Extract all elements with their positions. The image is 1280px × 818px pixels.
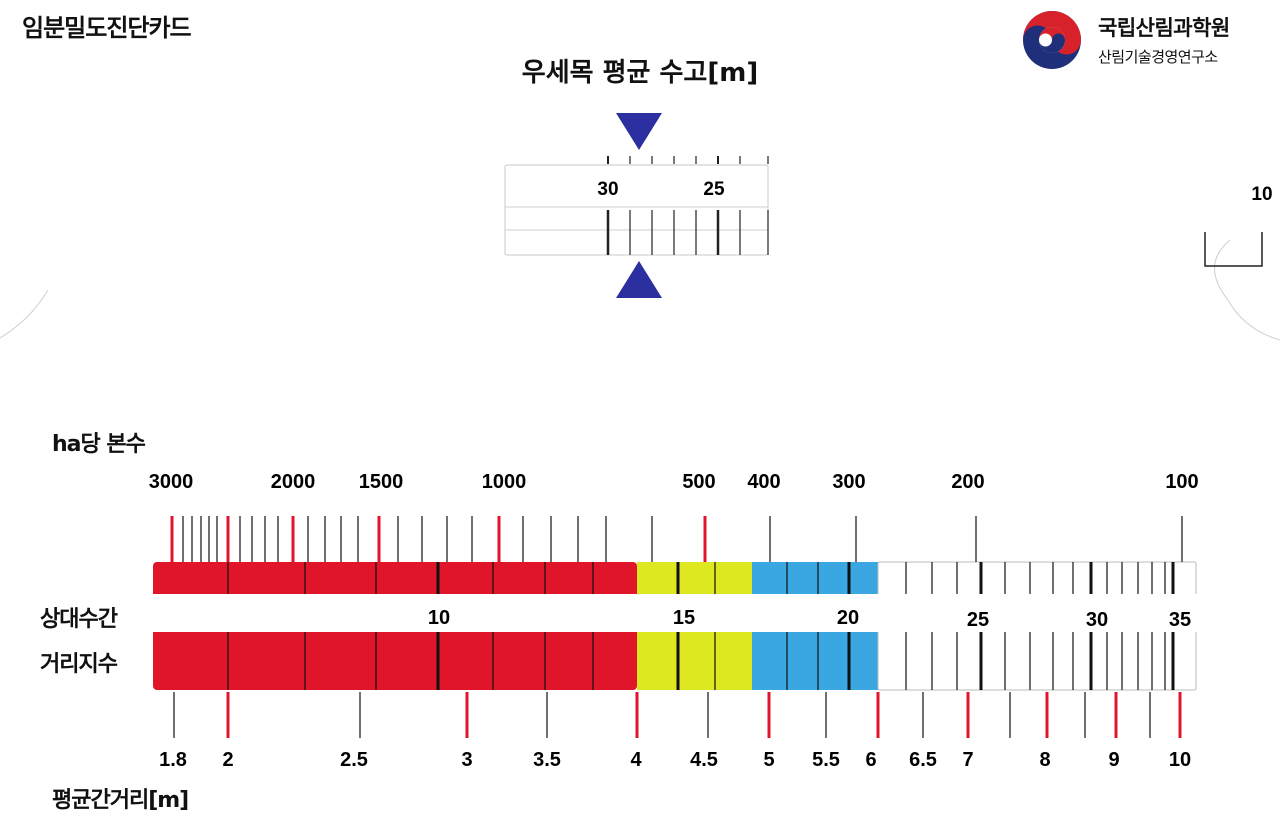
org-name: 국립산림과학원 xyxy=(1098,16,1230,40)
index-label-15: 15 xyxy=(673,607,695,629)
bottom-ticks xyxy=(173,692,1182,738)
bottom-label-8: 8 xyxy=(1039,749,1050,771)
index-label-30: 30 xyxy=(1086,609,1108,631)
trees-per-ha-label: ha당 본수 xyxy=(52,432,146,457)
top-indicator-triangle xyxy=(616,113,662,150)
bottom-label-6: 6 xyxy=(865,749,876,771)
bottom-indicator-triangle xyxy=(616,261,662,298)
index-label-10: 10 xyxy=(428,607,450,629)
band-lines xyxy=(227,562,1175,690)
relative-spacing-label-1: 상대수간 xyxy=(40,607,118,632)
bottom-label-2.5: 2.5 xyxy=(340,749,368,771)
dial-ticks xyxy=(606,156,769,255)
top-label-3000: 3000 xyxy=(149,471,194,493)
bottom-label-5: 5 xyxy=(763,749,774,771)
bottom-label-10: 10 xyxy=(1169,749,1191,771)
bottom-label-3.5: 3.5 xyxy=(533,749,561,771)
bottom-label-1.8: 1.8 xyxy=(159,749,187,771)
top-label-1000: 1000 xyxy=(482,471,527,493)
dial-label-30: 30 xyxy=(597,179,618,200)
top-label-1500: 1500 xyxy=(359,471,404,493)
index-label-25: 25 xyxy=(967,609,989,631)
dial-title: 우세목 평균 수고[m] xyxy=(521,58,759,88)
bottom-label-5.5: 5.5 xyxy=(812,749,840,771)
bottom-label-4.5: 4.5 xyxy=(690,749,718,771)
card-title: 임분밀도진단카드 xyxy=(22,14,192,42)
bottom-label-3: 3 xyxy=(461,749,472,771)
top-label-200: 200 xyxy=(951,471,984,493)
bottom-label-6.5: 6.5 xyxy=(909,749,937,771)
top-label-400: 400 xyxy=(747,471,780,493)
bottom-label-7: 7 xyxy=(962,749,973,771)
top-label-300: 300 xyxy=(832,471,865,493)
bottom-label-2: 2 xyxy=(222,749,233,771)
dial-right-bracket xyxy=(1204,232,1263,267)
index-label-35: 35 xyxy=(1169,609,1191,631)
institute-logo-icon xyxy=(1023,11,1081,69)
dial-label-25: 25 xyxy=(703,179,725,200)
relative-spacing-label-2: 거리지수 xyxy=(40,652,118,677)
top-label-2000: 2000 xyxy=(271,471,316,493)
top-label-500: 500 xyxy=(682,471,715,493)
index-strip xyxy=(150,594,1200,632)
bottom-label-4: 4 xyxy=(630,749,642,771)
mean-spacing-label: 평균간거리[m] xyxy=(52,788,189,813)
bottom-label-9: 9 xyxy=(1108,749,1119,771)
dial-right-label: 10 xyxy=(1251,184,1272,205)
top-label-100: 100 xyxy=(1165,471,1198,493)
top-ticks xyxy=(170,516,1183,562)
index-label-20: 20 xyxy=(837,607,859,629)
org-department: 산림기술경영연구소 xyxy=(1098,48,1218,66)
